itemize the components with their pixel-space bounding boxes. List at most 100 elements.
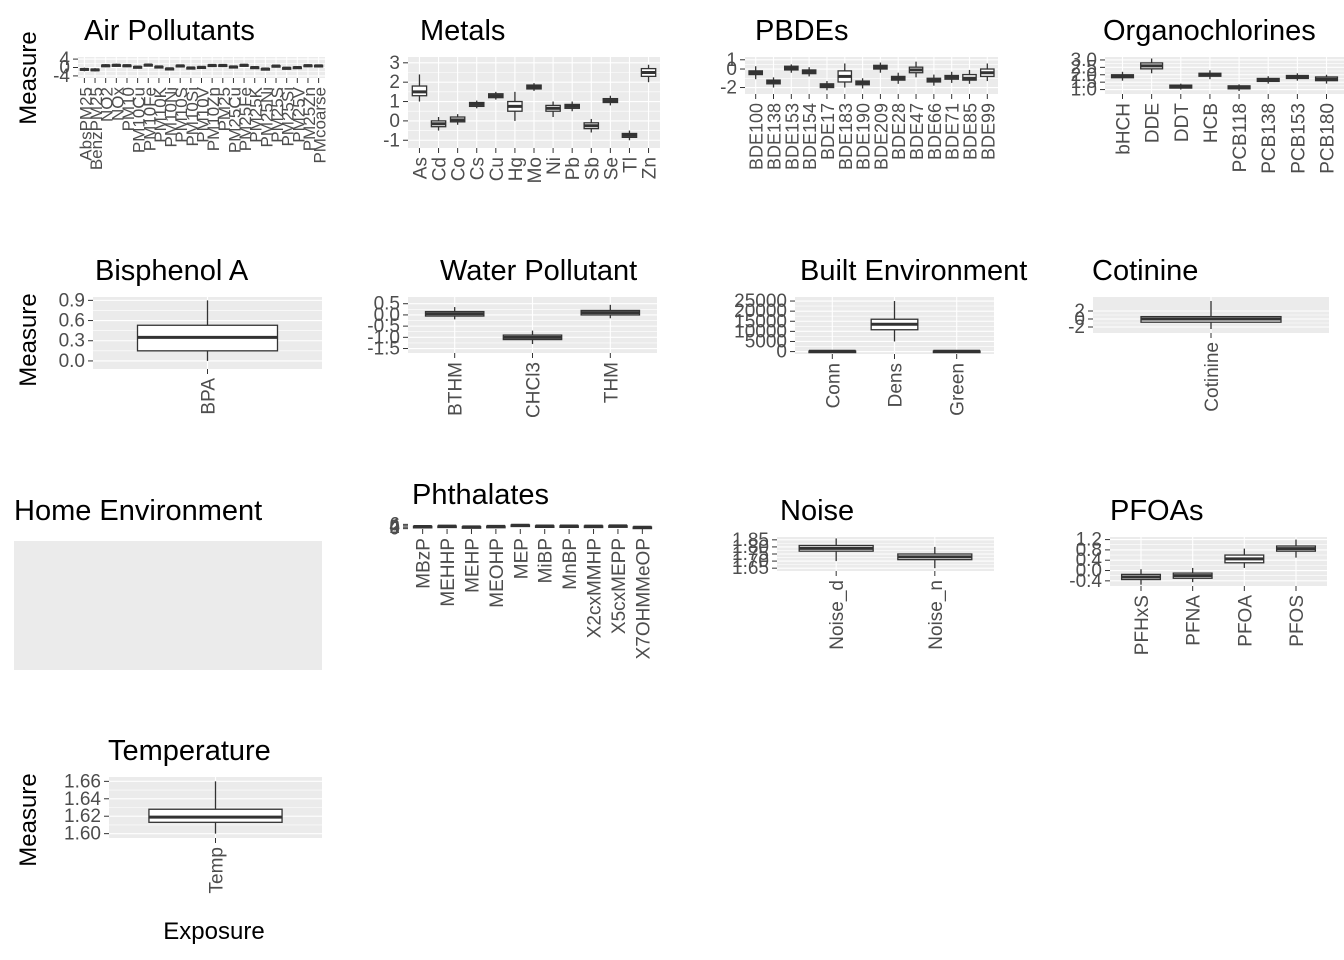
x-tick-label: HCB bbox=[1201, 103, 1222, 143]
x-tick-label: BPA bbox=[199, 378, 220, 415]
x-tick-label: BDE47 bbox=[907, 103, 927, 160]
x-tick-label: bHCH bbox=[1113, 103, 1134, 155]
box-pm10 bbox=[122, 64, 132, 68]
x-tick-label: BDE99 bbox=[978, 103, 998, 160]
box-pfos bbox=[1275, 539, 1317, 558]
y-tick-label: -1.5 bbox=[367, 339, 400, 360]
box-meohp bbox=[486, 524, 506, 529]
x-tick-label: BDE138 bbox=[765, 103, 785, 170]
x-tick-label: Green bbox=[948, 363, 969, 416]
box-x5cxmepp bbox=[608, 524, 628, 528]
y-tick-label: 2 bbox=[389, 517, 400, 538]
box-x7ohmmeop bbox=[632, 525, 653, 530]
panel-title: Temperature bbox=[108, 735, 271, 767]
x-tick-label: Mo bbox=[525, 157, 546, 183]
panel-organochlorines: Organochlorines 1.01.52.02.53.0 bHCH DDE DDT… bbox=[1071, 15, 1344, 174]
box-se bbox=[602, 95, 619, 106]
x-tick-label: PFOS bbox=[1287, 595, 1308, 647]
x-tick-label: BenzPM25 bbox=[87, 87, 106, 170]
x-tick-label: PM25Cu bbox=[225, 87, 244, 153]
panel-title: PFOAs bbox=[1110, 495, 1203, 527]
x-tick-label: X5cxMEPP bbox=[609, 538, 630, 634]
box-pm25v bbox=[292, 66, 302, 70]
x-tick-label: MnBP bbox=[560, 538, 581, 590]
box-mep bbox=[510, 523, 531, 528]
panel-title: Bisphenol A bbox=[95, 255, 249, 287]
box-pm10zn bbox=[207, 63, 217, 68]
box-no2 bbox=[101, 64, 111, 68]
x-tick-label: PM10V bbox=[194, 86, 213, 142]
box-pm25k bbox=[250, 66, 260, 70]
box-cd bbox=[430, 117, 447, 131]
box-thm bbox=[580, 304, 641, 319]
x-tick-label: BTHM bbox=[446, 362, 467, 416]
x-tick-label: PCB118 bbox=[1230, 103, 1251, 172]
panel-title: PBDEs bbox=[755, 15, 848, 47]
box-pm10v bbox=[196, 65, 207, 70]
y-tick-label: 0.6 bbox=[59, 311, 85, 332]
panel-cotinine: Cotinine -202 Cotinine bbox=[1068, 255, 1329, 412]
box-bde85 bbox=[962, 69, 977, 84]
x-tick-label: THM bbox=[601, 362, 622, 403]
box-pm25cu bbox=[228, 65, 239, 69]
x-tick-label: Cotinine bbox=[1202, 342, 1223, 412]
x-tick-label: BDE154 bbox=[800, 103, 820, 170]
x-tick-label: NOx bbox=[108, 87, 127, 122]
y-tick-label: 1.60 bbox=[64, 824, 101, 845]
x-tick-label: PM25Fe bbox=[236, 87, 255, 151]
box-ni bbox=[545, 101, 561, 118]
y-tick-label: 0.9 bbox=[59, 290, 85, 311]
box-bde71 bbox=[944, 71, 960, 83]
box-pcb138 bbox=[1256, 76, 1280, 84]
box-bde183 bbox=[837, 63, 853, 88]
x-tick-label: PM25S bbox=[268, 87, 287, 143]
x-tick-label: PCB153 bbox=[1288, 103, 1309, 174]
y-tick-label: 3.0 bbox=[1071, 50, 1097, 71]
x-tick-label: AbsPM25 bbox=[76, 87, 95, 161]
panel-pfoas: PFOAs -0.40.00.40.81.2 PFHxS PFNA PFOA PFOS bbox=[1069, 495, 1327, 655]
panel-air-pollutants: Air Pollutants-404AbsPM25BenzPM25NO2NOxP… bbox=[53, 15, 330, 170]
y-tick-label: 20000 bbox=[734, 301, 787, 322]
x-tick-label: Sb bbox=[582, 157, 603, 180]
x-tick-label: PM10Ni bbox=[162, 87, 181, 147]
y-tick-label: -2 bbox=[720, 78, 737, 99]
x-tick-label: Co bbox=[449, 157, 470, 181]
panel-title: Air Pollutants bbox=[84, 15, 255, 47]
box-pm10si bbox=[186, 66, 196, 70]
x-tick-label: PM25Si bbox=[279, 87, 298, 147]
y-tick-label: 0.8 bbox=[1076, 540, 1102, 561]
y-tick-label: 1.0 bbox=[1071, 80, 1097, 101]
y-tick-label: 1.80 bbox=[732, 537, 769, 558]
box-tl bbox=[621, 130, 638, 141]
box-mehhp bbox=[437, 524, 457, 529]
y-tick-label: -0.5 bbox=[367, 316, 400, 337]
x-tick-label: PM10Si bbox=[183, 87, 202, 147]
x-tick-label: PM10S bbox=[172, 87, 191, 143]
box-pm10fe bbox=[143, 63, 153, 67]
x-tick-label: X2cxMMHP bbox=[585, 538, 606, 638]
box-bhch bbox=[1110, 71, 1135, 81]
y-tick-label: 1.66 bbox=[64, 771, 101, 792]
box-bde47 bbox=[908, 61, 924, 78]
x-tick-label: PM25Ni bbox=[257, 87, 276, 147]
box-pm25fe bbox=[239, 63, 249, 67]
box-pm25 bbox=[218, 63, 228, 68]
box-conn bbox=[808, 349, 857, 354]
panel-noise: Noise 1.651.701.751.801.85 Noise_d Noise_n bbox=[732, 495, 994, 650]
box-dde bbox=[1140, 58, 1164, 74]
x-tick-label: MEHHP bbox=[438, 538, 459, 607]
panel-title: Organochlorines bbox=[1103, 15, 1316, 47]
y-tick-label: 2 bbox=[389, 72, 400, 93]
x-tick-label: Zn bbox=[640, 157, 661, 179]
y-tick-label: 0.0 bbox=[1076, 561, 1102, 582]
box-pb bbox=[564, 101, 580, 112]
x-tick-label: Noise_d bbox=[827, 580, 848, 650]
box-bpa bbox=[136, 300, 279, 361]
box-pcb180 bbox=[1314, 74, 1339, 84]
box-abspm25 bbox=[79, 67, 90, 72]
x-tick-label: MiBP bbox=[536, 538, 557, 583]
panel-title: Home Environment bbox=[14, 495, 262, 527]
y-tick-label: 4 bbox=[59, 49, 70, 70]
y-tick-label: 1.75 bbox=[732, 544, 769, 565]
